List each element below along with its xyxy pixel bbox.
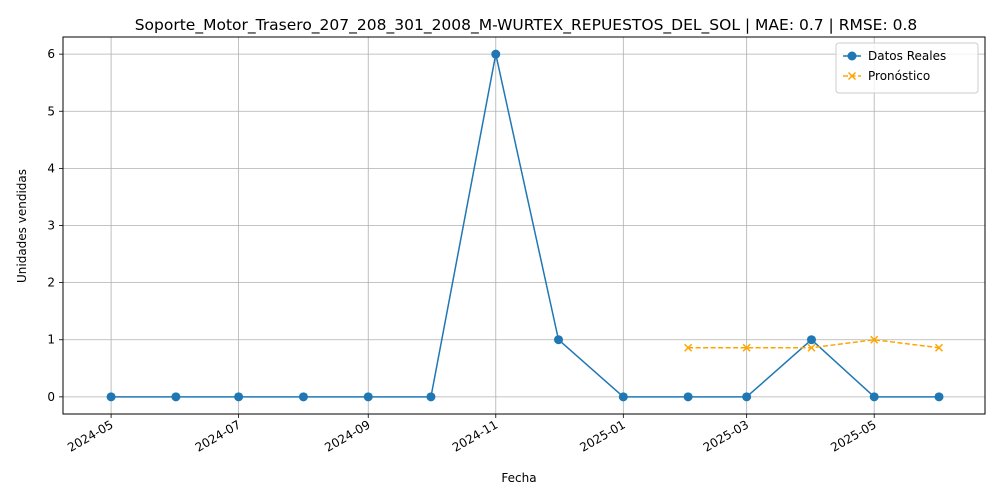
legend-label-datos-reales: Datos Reales — [868, 49, 946, 63]
data-point-datos-reales — [363, 392, 373, 402]
data-point-pronostico — [934, 343, 944, 352]
data-point-datos-reales — [618, 392, 628, 402]
legend: Datos Reales Pronóstico — [835, 42, 979, 94]
y-tick-label: 1 — [47, 333, 55, 347]
legend-marker-pronostico — [847, 71, 857, 81]
data-point-pronostico — [684, 343, 693, 352]
legend-marker-datos-reales — [847, 51, 857, 61]
y-axis-title: Unidades vendidas — [15, 169, 29, 283]
data-point-datos-reales — [171, 392, 181, 402]
data-point-datos-reales — [683, 392, 693, 402]
series-datos-reales — [106, 49, 944, 402]
chart-title: Soporte_Motor_Trasero_207_208_301_2008_M… — [135, 16, 918, 35]
y-tick-label: 0 — [47, 390, 55, 404]
data-point-datos-reales — [934, 392, 944, 402]
data-point-datos-reales — [234, 392, 244, 402]
data-point-datos-reales — [106, 392, 116, 402]
y-tick-label: 4 — [47, 161, 55, 175]
data-point-datos-reales — [553, 335, 563, 345]
legend-box — [835, 42, 979, 94]
data-point-datos-reales — [806, 335, 816, 345]
data-point-datos-reales — [298, 392, 308, 402]
legend-label-pronostico: Pronóstico — [868, 69, 930, 83]
y-tick-label: 3 — [47, 219, 55, 233]
data-point-datos-reales — [869, 392, 879, 402]
series-group — [106, 49, 944, 402]
x-axis-title: Fecha — [501, 471, 536, 485]
y-tick-label: 6 — [47, 47, 55, 61]
series-line-datos-reales — [111, 53, 939, 398]
data-point-pronostico — [807, 343, 816, 352]
data-point-datos-reales — [426, 392, 436, 402]
data-point-datos-reales — [491, 49, 501, 59]
y-tick-label: 2 — [47, 276, 55, 290]
y-tick-label: 5 — [47, 104, 55, 118]
data-point-pronostico — [870, 335, 879, 344]
series-pronostico — [684, 335, 944, 352]
data-point-pronostico — [742, 343, 751, 352]
data-point-datos-reales — [742, 392, 752, 402]
